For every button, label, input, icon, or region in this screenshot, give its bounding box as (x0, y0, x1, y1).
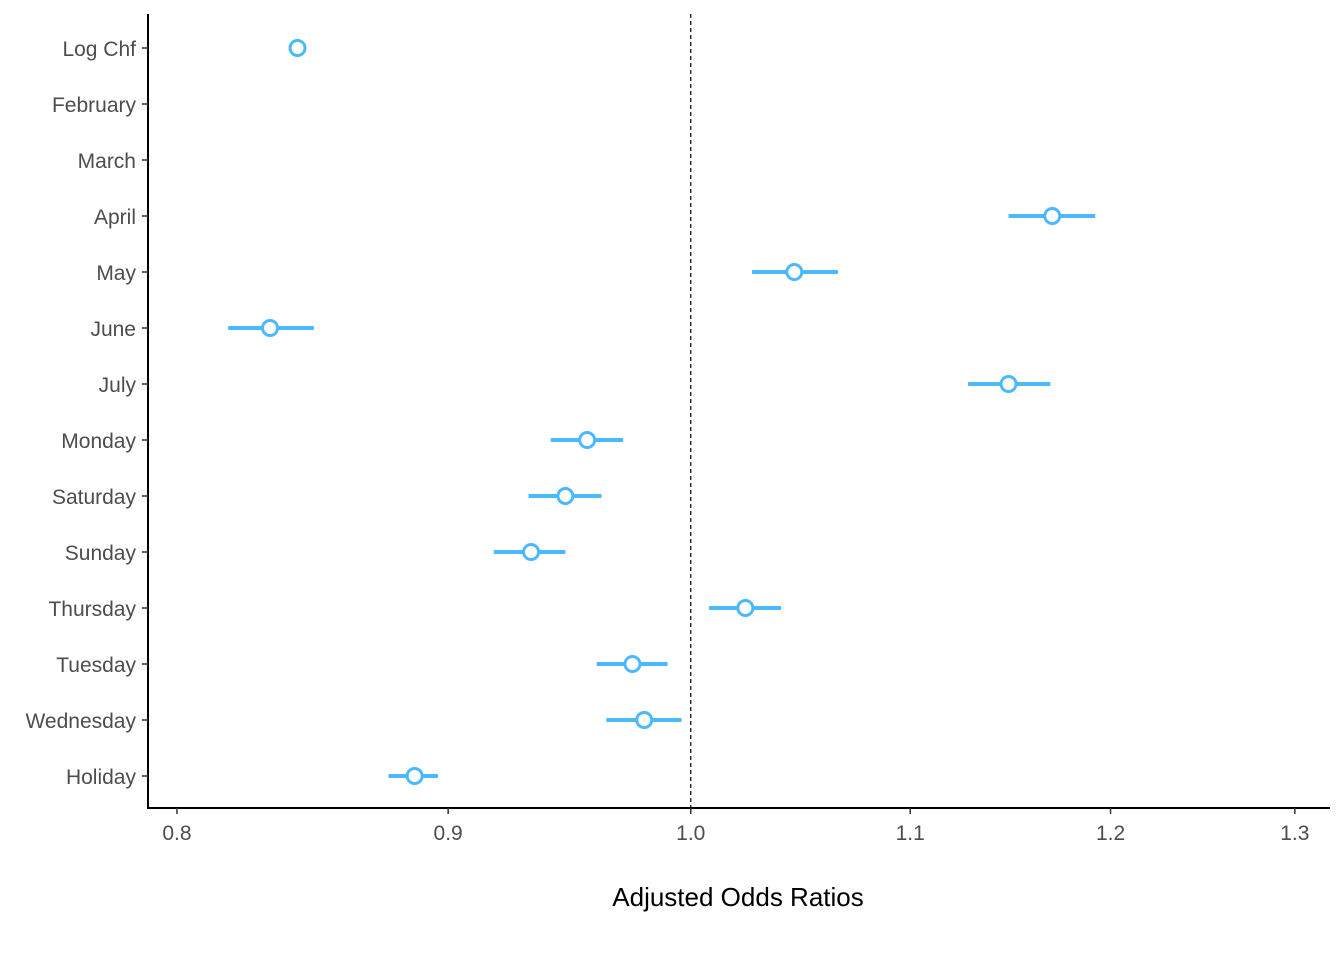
estimate-point (623, 655, 642, 673)
y-tick-label: Wednesday (25, 710, 136, 733)
estimate-point (288, 39, 307, 57)
y-tick-label: Saturday (52, 486, 137, 509)
estimate-point (261, 319, 280, 337)
estimate-point (578, 431, 597, 449)
y-tick-label: February (52, 94, 137, 117)
x-axis-ticks: 0.8 0.9 1.0 1.1 1.2 1.3 (162, 808, 1309, 845)
y-tick-label: April (94, 206, 136, 229)
estimate-point (999, 375, 1018, 393)
y-tick-label: Holiday (66, 766, 137, 789)
x-axis-title: Adjusted Odds Ratios (612, 882, 863, 912)
estimate-point (556, 487, 575, 505)
data-marks-layer (228, 39, 1096, 785)
axes-layer (147, 14, 1330, 809)
estimate-point (635, 711, 654, 729)
y-tick-label: Tuesday (56, 654, 136, 677)
y-tick-label: June (90, 318, 136, 341)
x-tick-label: 1.0 (676, 822, 705, 845)
y-tick-label: Log Chf (62, 38, 136, 61)
y-tick-label: July (99, 374, 137, 397)
y-tick-label: Thursday (48, 598, 136, 621)
estimate-point (522, 543, 541, 561)
y-tick-label: Sunday (65, 542, 137, 565)
estimate-point (405, 767, 424, 785)
y-tick-label: Monday (61, 430, 136, 453)
estimate-point (785, 263, 804, 281)
x-tick-label: 1.1 (896, 822, 925, 845)
x-tick-label: 1.3 (1280, 822, 1309, 845)
estimate-point (736, 599, 755, 617)
y-axis-ticks: Log Chf February March April May June July Mond… (25, 38, 148, 789)
x-tick-label: 0.9 (434, 822, 463, 845)
y-tick-label: May (96, 262, 136, 285)
estimate-point (1043, 207, 1062, 225)
y-tick-label: March (78, 150, 136, 173)
x-tick-label: 0.8 (162, 822, 191, 845)
x-tick-label: 1.2 (1096, 822, 1125, 845)
